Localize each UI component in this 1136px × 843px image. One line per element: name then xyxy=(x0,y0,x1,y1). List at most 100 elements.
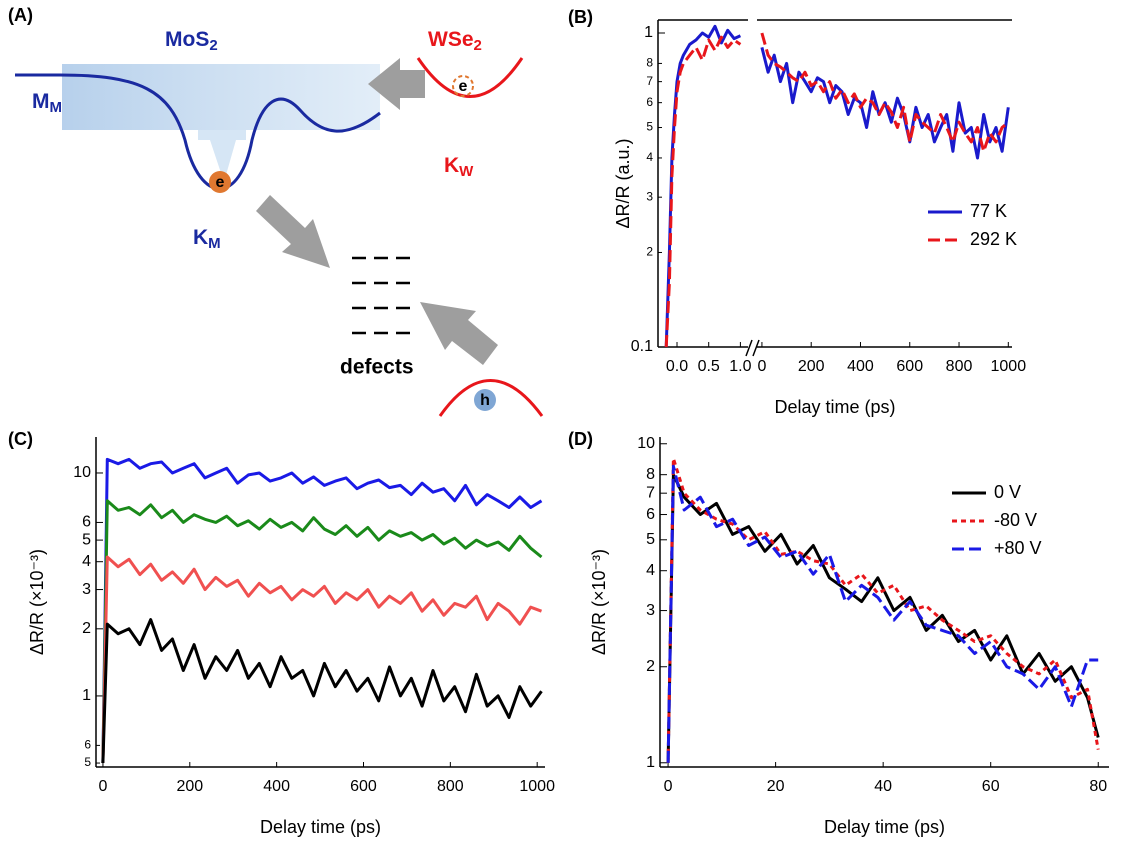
axis-break xyxy=(745,339,760,357)
wse2-band xyxy=(416,57,524,98)
legend-label: 77 K xyxy=(970,201,1007,221)
y-tick-label: 5 xyxy=(646,531,655,548)
diagram: (A) e e h MoS2 WSe2 MM KM KW defects xyxy=(8,5,544,417)
x-axis-label: Delay time (ps) xyxy=(824,817,945,837)
label-base: WSe xyxy=(428,28,474,51)
wse2-label: WSe2 xyxy=(428,28,482,54)
mm-label: MM xyxy=(32,90,62,116)
x-tick-label: 0.0 xyxy=(666,358,688,375)
x-tick-label: 0 xyxy=(98,778,107,795)
electron-label: e xyxy=(216,174,225,191)
y-tick-label: 4 xyxy=(646,150,653,164)
x-tick-label: 40 xyxy=(874,778,892,795)
label-sub: W xyxy=(459,163,474,180)
x-tick-label: 800 xyxy=(946,358,973,375)
km-label: KM xyxy=(193,226,221,252)
wse2-valence xyxy=(438,379,544,417)
panel-label: (C) xyxy=(8,429,33,449)
y-tick-label: 1 xyxy=(82,687,91,704)
series-line xyxy=(664,35,742,348)
x-tick-label: 1.0 xyxy=(729,358,751,375)
y-tick-label: 3 xyxy=(646,189,653,203)
y-tick-label: 3 xyxy=(82,581,91,598)
y-tick-label: 5 xyxy=(82,531,91,548)
funnel xyxy=(198,130,246,182)
arrow xyxy=(256,195,330,268)
y-tick-label: 5 xyxy=(646,120,653,134)
panel-label: (A) xyxy=(8,5,33,25)
label-sub: 2 xyxy=(209,37,217,54)
y-tick-label: 7 xyxy=(646,74,653,88)
mos2-label: MoS2 xyxy=(165,28,218,54)
label-base: MoS xyxy=(165,28,209,51)
x-tick-label: 1000 xyxy=(991,358,1027,375)
x-axis-label: Delay time (ps) xyxy=(774,397,895,417)
y-tick-label: 6 xyxy=(82,514,91,531)
x-tick-label: 400 xyxy=(847,358,874,375)
x-tick-label: 60 xyxy=(982,778,1000,795)
label-sub: M xyxy=(208,235,221,252)
y-tick-label: 8 xyxy=(646,56,653,70)
y-tick-label: 6 xyxy=(646,506,655,523)
x-tick-label: 200 xyxy=(176,778,203,795)
x-tick-label: 1000 xyxy=(519,778,555,795)
y-axis-label: ΔR/R (×10⁻³) xyxy=(27,549,47,655)
y-tick-label: 10 xyxy=(637,435,655,452)
y-tick-label: 5 xyxy=(84,755,91,769)
y-tick-label: 6 xyxy=(646,95,653,109)
arrow xyxy=(368,58,425,110)
electron xyxy=(209,171,231,193)
series-line xyxy=(760,32,1010,153)
y-tick-label: 2 xyxy=(646,245,653,259)
electron-label: e xyxy=(459,78,468,95)
label-base: K xyxy=(444,154,459,177)
x-tick-label: 20 xyxy=(767,778,785,795)
y-tick-label: 4 xyxy=(646,562,655,579)
y-tick-label: 1 xyxy=(646,754,655,771)
y-tick-label: 8 xyxy=(646,466,655,483)
y-axis-label: ΔR/R (a.u.) xyxy=(613,138,633,228)
energy-box xyxy=(62,64,380,130)
x-tick-label: 600 xyxy=(350,778,377,795)
panel-label: (D) xyxy=(568,429,593,449)
x-tick-label: 0.5 xyxy=(698,358,720,375)
legend-label: 292 K xyxy=(970,229,1017,249)
arrow xyxy=(420,302,498,365)
series-line xyxy=(101,555,543,764)
label-sub: 2 xyxy=(474,37,482,54)
label-base: M xyxy=(32,90,50,113)
y-tick-label: 10 xyxy=(73,464,91,481)
series-line xyxy=(101,618,543,764)
y-tick-label: 2 xyxy=(646,658,655,675)
series-line xyxy=(101,457,543,764)
series-line xyxy=(760,47,1010,160)
y-tick-label: 7 xyxy=(646,484,655,501)
y-tick-label: 6 xyxy=(84,738,91,752)
y-tick-label: 3 xyxy=(646,602,655,619)
defects-label: defects xyxy=(340,356,414,379)
x-tick-label: 800 xyxy=(437,778,464,795)
x-tick-label: 0 xyxy=(757,358,766,375)
legend-label: +80 V xyxy=(994,538,1042,558)
x-axis-label: Delay time (ps) xyxy=(260,817,381,837)
x-tick-label: 600 xyxy=(896,358,923,375)
hole-label: h xyxy=(480,392,490,409)
legend-label: 0 V xyxy=(994,482,1021,502)
y-tick-label: 4 xyxy=(82,553,91,570)
mos2-band xyxy=(15,73,381,191)
hole xyxy=(474,389,496,411)
y-axis-label: ΔR/R (×10⁻³) xyxy=(589,549,609,655)
electron xyxy=(452,75,474,97)
series-line xyxy=(664,24,742,348)
x-tick-label: 400 xyxy=(263,778,290,795)
series-line xyxy=(666,473,1100,763)
y-tick-label: 2 xyxy=(82,620,91,637)
x-tick-label: 80 xyxy=(1089,778,1107,795)
series-line xyxy=(101,499,543,764)
x-tick-label: 0 xyxy=(664,778,673,795)
legend-label: -80 V xyxy=(994,510,1037,530)
y-tick-label: 0.1 xyxy=(631,338,653,355)
y-tick-label: 1 xyxy=(644,24,653,41)
label-base: K xyxy=(193,226,208,249)
